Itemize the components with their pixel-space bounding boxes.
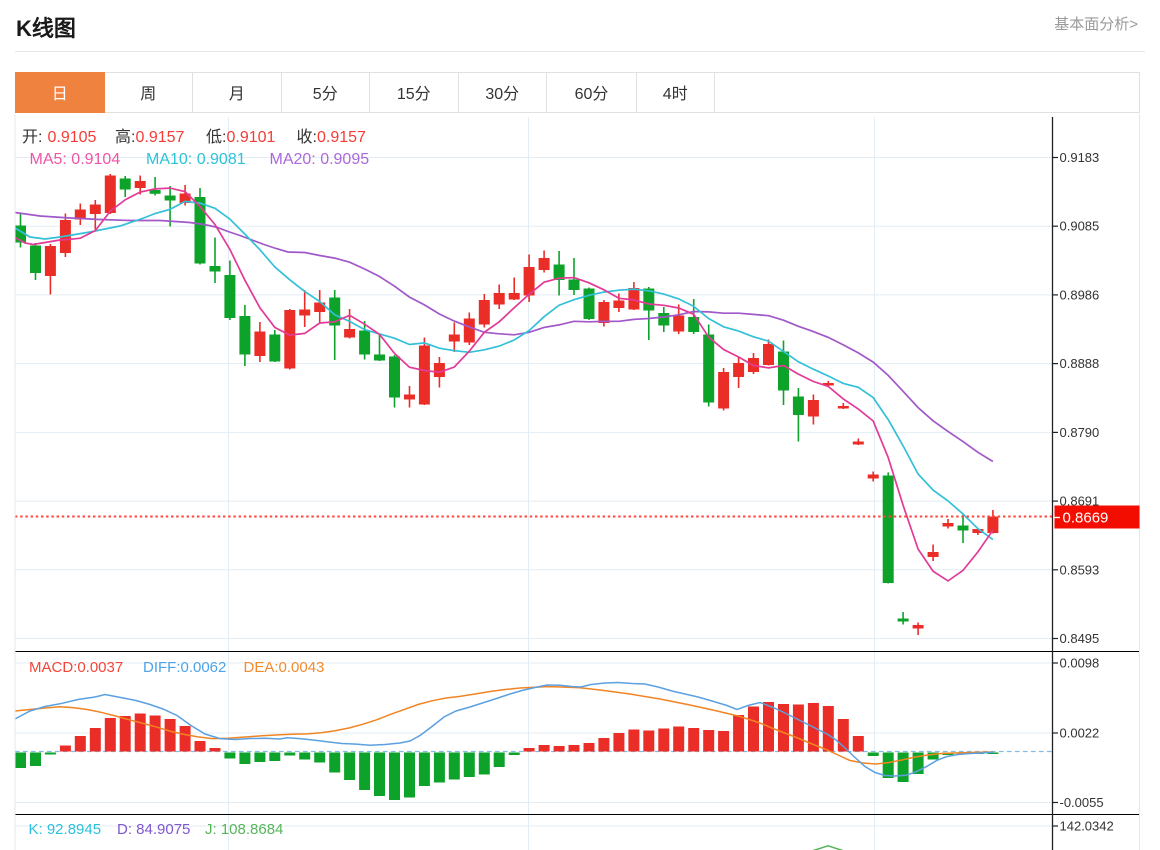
svg-text:开:: 开: — [22, 129, 42, 146]
svg-text:0.9101: 0.9101 — [227, 129, 276, 146]
svg-text:0.8790: 0.8790 — [1060, 425, 1100, 440]
svg-text:0.8691: 0.8691 — [1060, 494, 1100, 509]
svg-text:0.9085: 0.9085 — [1060, 219, 1100, 234]
svg-text:0.8986: 0.8986 — [1060, 287, 1100, 302]
svg-text:0.8495: 0.8495 — [1060, 631, 1100, 646]
svg-text:0.0098: 0.0098 — [1060, 656, 1100, 671]
svg-text:DEA:0.0043: DEA:0.0043 — [244, 659, 325, 676]
svg-text:0.8593: 0.8593 — [1060, 562, 1100, 577]
svg-text:142.0342: 142.0342 — [1060, 819, 1114, 834]
svg-text:低:: 低: — [206, 128, 226, 146]
svg-text:-0.0055: -0.0055 — [1060, 795, 1104, 810]
svg-text:0.8669: 0.8669 — [1063, 510, 1109, 527]
svg-text:DIFF:0.0062: DIFF:0.0062 — [143, 659, 226, 676]
svg-text:K: 92.8945: K: 92.8945 — [29, 821, 102, 838]
svg-text:0.9105: 0.9105 — [48, 129, 97, 146]
svg-text:MA5: 0.9104: MA5: 0.9104 — [30, 151, 121, 168]
svg-text:0.8888: 0.8888 — [1060, 356, 1100, 371]
svg-text:0.9183: 0.9183 — [1060, 150, 1100, 165]
svg-text:J: 108.8684: J: 108.8684 — [205, 821, 283, 838]
svg-text:D: 84.9075: D: 84.9075 — [117, 821, 190, 838]
svg-text:MACD:0.0037: MACD:0.0037 — [29, 659, 123, 676]
svg-text:高:: 高: — [115, 128, 135, 146]
svg-text:0.9157: 0.9157 — [136, 129, 185, 146]
svg-text:0.9157: 0.9157 — [317, 129, 366, 146]
svg-text:MA10: 0.9081: MA10: 0.9081 — [146, 151, 246, 168]
svg-text:0.0022: 0.0022 — [1060, 726, 1100, 741]
svg-text:收:: 收: — [297, 128, 317, 146]
svg-text:MA20: 0.9095: MA20: 0.9095 — [270, 151, 370, 168]
